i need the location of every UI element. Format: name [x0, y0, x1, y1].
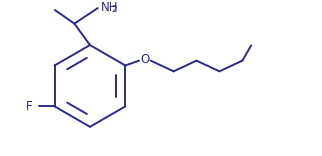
Text: O: O [140, 53, 149, 66]
Text: F: F [25, 100, 32, 113]
Text: NH: NH [101, 1, 118, 14]
Text: 2: 2 [112, 5, 118, 14]
